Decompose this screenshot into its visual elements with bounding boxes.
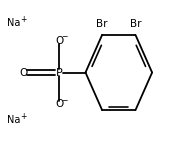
Text: Na: Na (7, 18, 21, 28)
Text: +: + (21, 112, 27, 121)
Text: +: + (21, 15, 27, 24)
Text: O: O (55, 99, 64, 109)
Text: O: O (55, 36, 64, 46)
Text: O: O (19, 68, 28, 77)
Text: Br: Br (130, 19, 141, 29)
Text: Br: Br (96, 19, 108, 29)
Text: −: − (62, 32, 68, 41)
Text: −: − (62, 96, 68, 105)
Text: P: P (56, 68, 63, 77)
Text: Na: Na (7, 115, 21, 125)
